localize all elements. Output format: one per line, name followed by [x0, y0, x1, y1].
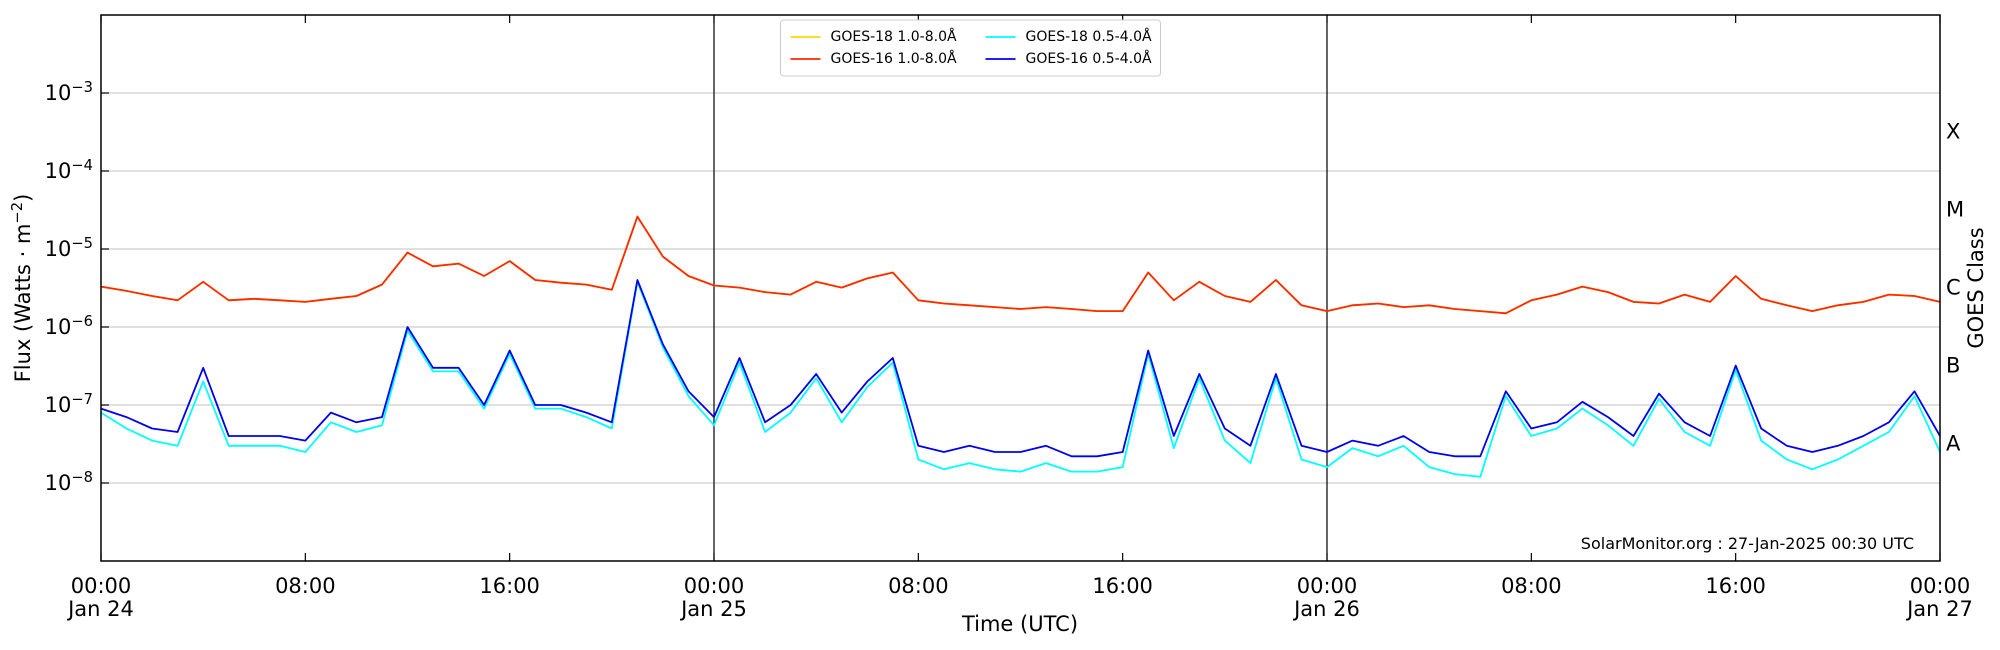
annotation: SolarMonitor.org : 27-Jan-2025 00:30 UTC — [1581, 534, 1914, 553]
legend: GOES-18 1.0-8.0Å GOES-16 1.0-8.0Å GOES-18 … — [780, 19, 1161, 77]
plot-frame — [100, 14, 1941, 562]
x-tick-label: 00:00 — [71, 574, 132, 598]
x-tick-label: 08:00 — [275, 574, 336, 598]
x-tick-date: Jan 26 — [1292, 597, 1360, 621]
x-tick-label: 00:00 — [1910, 574, 1971, 598]
y-tick-label: 10−3 — [45, 79, 93, 106]
series-line — [100, 215, 1941, 315]
x-axis-label: Time (UTC) — [961, 612, 1078, 636]
series-line — [100, 280, 1941, 478]
x-tick-label: 08:00 — [1501, 574, 1562, 598]
x-tick-label: 16:00 — [479, 574, 540, 598]
y2-tick-label: A — [1946, 432, 1961, 456]
y2-tick-label: B — [1946, 354, 1960, 378]
x-tick-label: 00:00 — [1297, 574, 1358, 598]
x-tick-label: 16:00 — [1092, 574, 1153, 598]
x-tick-label: 08:00 — [888, 574, 949, 598]
y-tick-label: 10−4 — [45, 157, 93, 184]
x-tick-label: 16:00 — [1705, 574, 1766, 598]
x-tick-date: Jan 24 — [66, 597, 134, 621]
y2-tick-label: X — [1946, 120, 1960, 144]
y-tick-label: 10−5 — [45, 235, 93, 262]
legend-box — [780, 19, 1161, 77]
x-tick-label: 00:00 — [684, 574, 745, 598]
y2-tick-label: M — [1946, 198, 1964, 222]
y-axis-label: Flux (Watts · m−2) — [9, 194, 36, 383]
series-line — [100, 215, 1941, 315]
y2-tick-label: C — [1946, 276, 1961, 300]
y2-axis-label: GOES Class — [1964, 227, 1988, 348]
x-tick-date: Jan 27 — [1905, 597, 1973, 621]
legend-label: GOES-16 1.0-8.0Å — [831, 50, 957, 67]
legend-label: GOES-16 0.5-4.0Å — [1026, 50, 1152, 67]
x-tick-date: Jan 25 — [679, 597, 747, 621]
y-tick-label: 10−8 — [45, 469, 93, 496]
legend-label: GOES-18 0.5-4.0Å — [1026, 28, 1152, 45]
legend-label: GOES-18 1.0-8.0Å — [831, 28, 957, 45]
series-line — [100, 279, 1941, 458]
y-tick-label: 10−6 — [45, 313, 93, 340]
y-tick-label: 10−7 — [45, 391, 93, 418]
